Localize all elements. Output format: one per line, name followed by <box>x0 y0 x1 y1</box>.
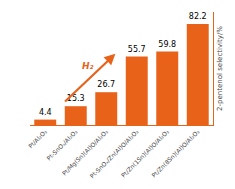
svg-text:Pt/Zn(1Sn)(Al)O/Al₂O₃: Pt/Zn(1Sn)(Al)O/Al₂O₃ <box>119 128 170 179</box>
svg-text:4.4: 4.4 <box>39 108 52 117</box>
svg-text:Pt/Zn(8Sn)(Al)O/Al₂O₃: Pt/Zn(8Sn)(Al)O/Al₂O₃ <box>150 128 201 179</box>
svg-text:H₂: H₂ <box>82 61 94 71</box>
svg-text:26.7: 26.7 <box>97 80 115 89</box>
svg-text:55.7: 55.7 <box>128 45 146 54</box>
svg-text:82.2: 82.2 <box>189 12 207 21</box>
svg-text:15.3: 15.3 <box>67 94 85 103</box>
svg-text:Pt-SnOₓ/Al₂O₃: Pt-SnOₓ/Al₂O₃ <box>45 128 79 162</box>
svg-text:Pt-SnOₓ/Zn(Al)O/Al₂O₃: Pt-SnOₓ/Zn(Al)O/Al₂O₃ <box>88 128 140 180</box>
svg-text:Pt/Al₂O₃: Pt/Al₂O₃ <box>27 128 49 150</box>
svg-text:Pt/Mg(Sn)(Al)O/Al₂O₃: Pt/Mg(Sn)(Al)O/Al₂O₃ <box>60 128 110 178</box>
svg-text:2-pentenol selectivity/%: 2-pentenol selectivity/% <box>216 26 224 111</box>
svg-text:59.8: 59.8 <box>158 40 176 49</box>
